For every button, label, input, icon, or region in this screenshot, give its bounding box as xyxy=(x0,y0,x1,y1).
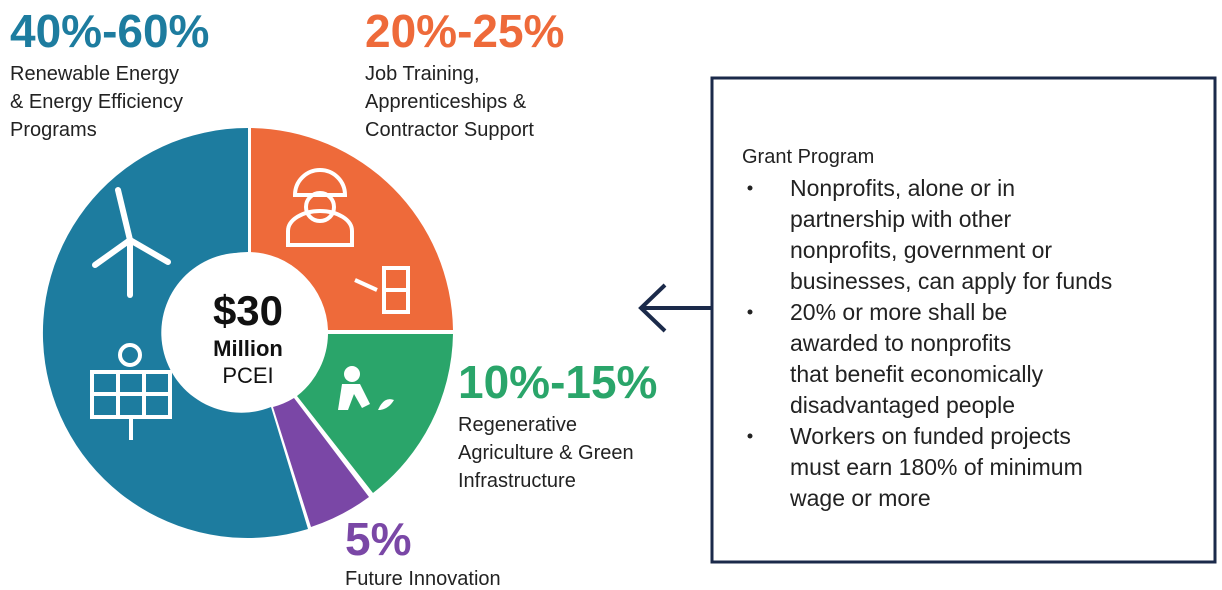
wedge-renewable xyxy=(42,127,309,538)
wedge-agriculture xyxy=(297,334,453,493)
bullet xyxy=(747,185,753,191)
share: 5% xyxy=(345,513,411,565)
arrow xyxy=(638,283,712,333)
segment-description: Future Innovation xyxy=(345,568,501,590)
segment-description: Agriculture & Green xyxy=(458,442,634,464)
segment-description: Apprenticeships & xyxy=(365,91,527,113)
wind-icon xyxy=(92,187,171,298)
grant-line: partnership with other xyxy=(790,206,1012,232)
grant-line: nonprofits, government or xyxy=(790,237,1052,263)
bullet xyxy=(747,309,753,315)
center-name: PCEI xyxy=(222,363,273,388)
tools-icon xyxy=(354,266,410,314)
grant-line: 20% or more shall be xyxy=(790,299,1007,325)
share: 20%-25% xyxy=(365,5,564,57)
center-circle xyxy=(170,252,326,408)
segment-description: Regenerative xyxy=(458,414,577,436)
grant-line: Nonprofits, alone or in xyxy=(790,175,1015,201)
worker-icon xyxy=(286,168,354,247)
grant-line: businesses, can apply for funds xyxy=(790,268,1112,294)
grant-box xyxy=(710,76,1217,564)
share: 40%-60% xyxy=(10,5,209,57)
grant-line: must earn 180% of minimum xyxy=(790,454,1083,480)
segment-description: Contractor Support xyxy=(365,119,534,141)
grant-line: that benefit economically xyxy=(790,361,1044,387)
grant-line: wage or more xyxy=(789,485,931,511)
grant-line: disadvantaged people xyxy=(790,392,1015,418)
center-unit: Million xyxy=(213,336,283,361)
segment-description: Programs xyxy=(10,119,97,141)
wedge-innovation xyxy=(273,398,369,527)
grant-line: Workers on funded projects xyxy=(790,423,1071,449)
donut xyxy=(42,127,453,538)
share: 10%-15% xyxy=(458,356,657,408)
segment-description: Renewable Energy xyxy=(10,63,179,85)
grant-line: awarded to nonprofits xyxy=(790,330,1011,356)
grant-title: Grant Program xyxy=(742,146,874,168)
plant-icon xyxy=(338,366,394,410)
solar-icon xyxy=(90,343,172,440)
bullet xyxy=(747,433,753,439)
center-amount: $30 xyxy=(213,287,283,334)
segment-description: Job Training, xyxy=(365,63,480,85)
segment-description: & Energy Efficiency xyxy=(10,91,183,113)
segment-description: Infrastructure xyxy=(458,470,576,492)
